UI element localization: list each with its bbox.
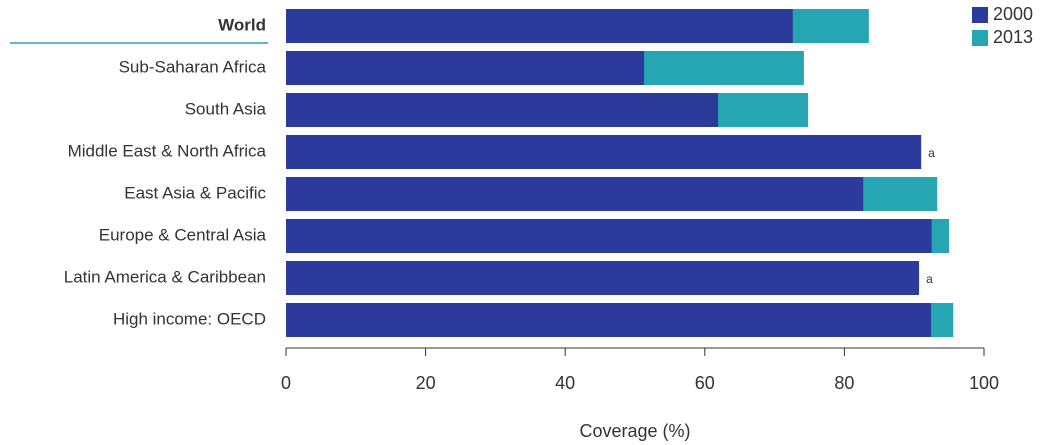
x-tick-label: 100 bbox=[969, 373, 999, 393]
x-tick-label: 20 bbox=[416, 373, 436, 393]
y-tick-label: Sub-Saharan Africa bbox=[119, 57, 267, 76]
y-tick-label: Europe & Central Asia bbox=[99, 225, 267, 244]
bar bbox=[286, 303, 931, 337]
bar bbox=[286, 9, 793, 43]
bar bbox=[286, 93, 719, 127]
legend-swatch bbox=[972, 7, 988, 23]
annotation: a bbox=[928, 146, 935, 160]
bar bbox=[286, 177, 864, 211]
legend-swatch bbox=[972, 30, 988, 46]
x-tick-label: 40 bbox=[555, 373, 575, 393]
bar bbox=[286, 51, 645, 85]
x-axis-label: Coverage (%) bbox=[579, 421, 690, 441]
bar bbox=[286, 135, 922, 169]
x-tick-label: 80 bbox=[834, 373, 854, 393]
y-tick-label: South Asia bbox=[185, 99, 267, 118]
y-tick-label: High income: OECD bbox=[113, 309, 266, 328]
y-tick-label: East Asia & Pacific bbox=[124, 183, 266, 202]
annotation: a bbox=[926, 272, 933, 286]
bar bbox=[286, 219, 932, 253]
y-tick-label: Latin America & Caribbean bbox=[64, 267, 266, 286]
legend-label: 2013 bbox=[993, 27, 1033, 47]
legend-label: 2000 bbox=[993, 4, 1033, 24]
y-tick-label: Middle East & North Africa bbox=[68, 141, 267, 160]
x-tick-label: 60 bbox=[695, 373, 715, 393]
x-tick-label: 0 bbox=[281, 373, 291, 393]
y-tick-label: World bbox=[218, 15, 266, 34]
bar bbox=[286, 261, 920, 295]
